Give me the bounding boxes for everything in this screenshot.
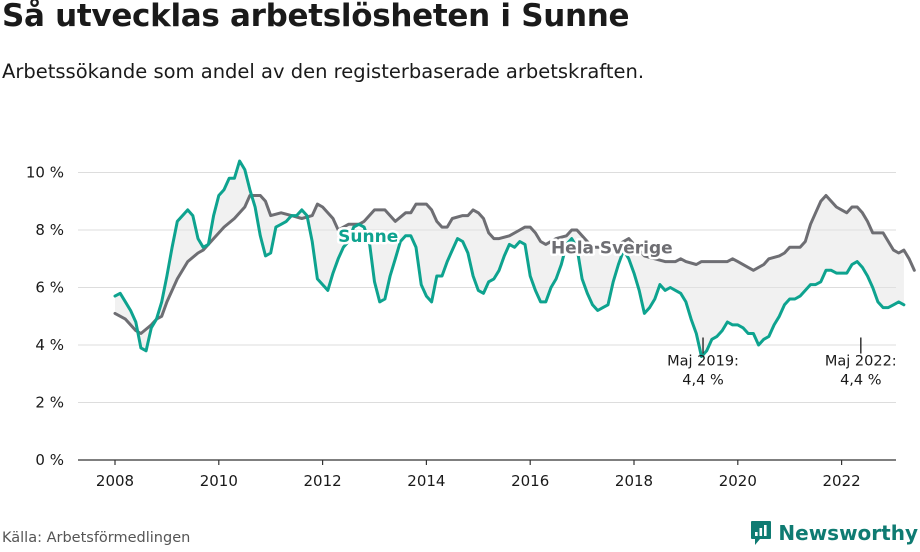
series-label-sunne: Sunne	[338, 227, 398, 247]
y-tick-label: 8 %	[35, 221, 64, 239]
annotation-maj-2019-line-2: 4,4 %	[682, 373, 723, 389]
x-tick-label: 2022	[823, 472, 861, 490]
chart-subtitle: Arbetssökande som andel av den registerb…	[2, 60, 645, 83]
x-tick-label: 2014	[407, 472, 445, 490]
newsworthy-logo-icon	[751, 521, 772, 545]
x-tick-label: 2018	[615, 472, 653, 490]
series-label-sunne-halo: Sunne	[338, 227, 398, 247]
y-tick-label: 6 %	[35, 279, 64, 297]
annotation-maj-2022-line-1: Maj 2022:	[825, 354, 897, 370]
annotation-maj-2022-line-2: 4,4 %	[840, 373, 881, 389]
series-label-hela-sverige: Hela Sverige	[551, 238, 673, 258]
difference-area	[115, 161, 904, 357]
series-label-hela-sverige-halo: Hela Sverige	[551, 238, 673, 258]
brand-name: Newsworthy	[778, 521, 918, 545]
y-tick-label: 10 %	[26, 164, 64, 182]
brand-logo: Newsworthy	[750, 520, 918, 546]
series-line-hela-sverige	[113, 194, 916, 335]
series-line-sunne	[113, 159, 906, 358]
x-tick-label: 2008	[96, 472, 134, 490]
x-tick-label: 2012	[304, 472, 342, 490]
source-note: Källa: Arbetsförmedlingen	[2, 530, 191, 546]
annotation-maj-2019-line-1: Maj 2019:	[667, 354, 739, 370]
y-tick-label: 4 %	[35, 336, 64, 354]
chart-title: Så utvecklas arbetslösheten i Sunne	[2, 0, 630, 34]
y-tick-label: 0 %	[35, 451, 64, 469]
x-tick-label: 2016	[511, 472, 549, 490]
x-tick-label: 2020	[719, 472, 757, 490]
x-tick-label: 2010	[200, 472, 238, 490]
y-tick-label: 2 %	[35, 394, 64, 412]
